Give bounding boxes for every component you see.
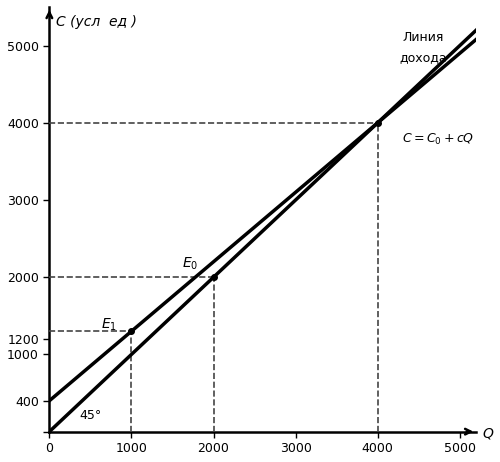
Text: Q: Q [483,427,494,441]
Text: дохода: дохода [399,51,446,64]
Text: C (усл  ед ): C (усл ед ) [56,15,137,29]
Text: $E_0$: $E_0$ [182,255,198,272]
Text: Линия: Линия [402,31,444,44]
Text: $C = C_0 + cQ$: $C = C_0 + cQ$ [402,132,474,147]
Text: $E_1$: $E_1$ [101,317,117,334]
Text: 45°: 45° [79,408,101,422]
